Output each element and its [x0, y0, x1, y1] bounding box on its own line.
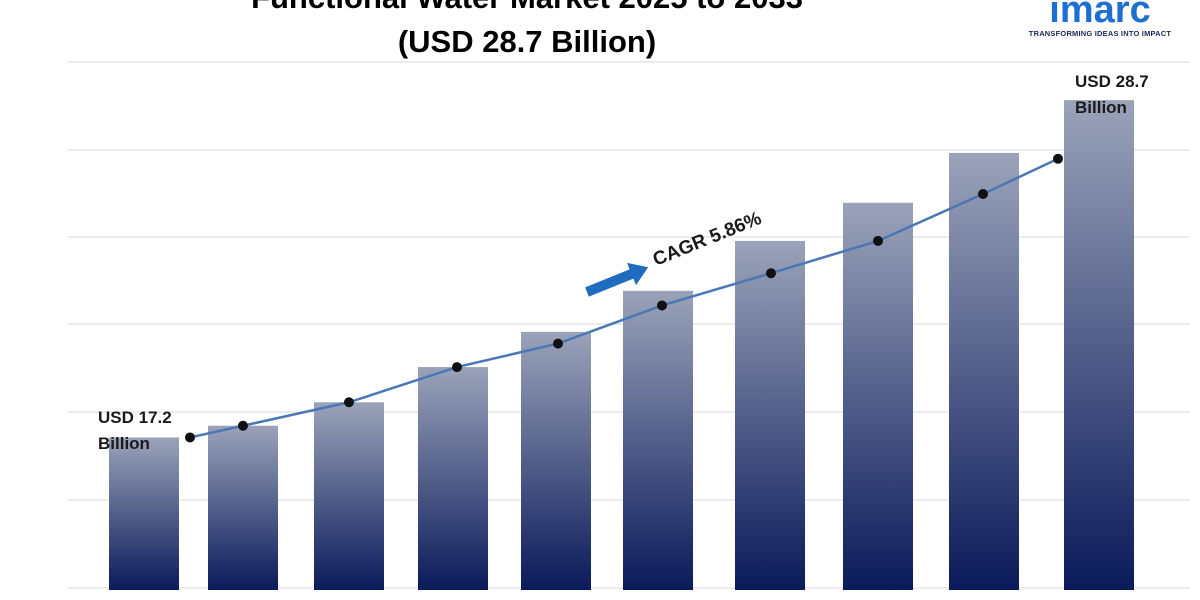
bar-2029: [521, 331, 591, 590]
chart-title-line2: (USD 28.7 Billion): [398, 24, 656, 59]
trend-marker-2033: [978, 189, 988, 199]
trend-marker-2028: [452, 362, 462, 373]
start-value-label-line2: Billion: [98, 434, 150, 453]
bar-2028: [418, 367, 488, 590]
trend-marker-2032: [873, 235, 883, 246]
logo-tagline: TRANSFORMING IDEAS INTO IMPACT: [1029, 29, 1172, 38]
trend-line: [189, 157, 1059, 439]
bars: [109, 100, 1134, 591]
logo-wordmark: imarc: [1049, 0, 1150, 31]
trend-markers: [185, 153, 1063, 443]
chart-title-line1: Functional Water Market 2025 to 2033: [251, 0, 803, 15]
trend-marker-2034: [1053, 153, 1063, 164]
trend-marker-2025: [185, 432, 195, 443]
trend-line-group: [189, 157, 1059, 439]
trend-marker-2030: [657, 300, 667, 311]
imarc-logo: imarc TRANSFORMING IDEAS INTO IMPACT: [1029, 0, 1172, 38]
bar-2025: [109, 437, 179, 590]
end-value-label-line1: USD 28.7: [1075, 72, 1149, 91]
bar-2034: [1064, 100, 1134, 590]
trend-marker-2031: [766, 268, 776, 279]
bar-2027: [314, 402, 384, 590]
trend-marker-2026: [238, 420, 248, 431]
trend-marker-2027: [344, 397, 354, 408]
end-value-label-line2: Billion: [1075, 98, 1127, 117]
bar-2033: [949, 152, 1019, 590]
cagr-arrow-icon: [585, 262, 649, 297]
bar-2032: [843, 202, 913, 591]
bar-2026: [208, 425, 278, 590]
bar-2030: [623, 290, 693, 590]
start-value-label-line1: USD 17.2: [98, 408, 172, 427]
trend-marker-2029: [553, 338, 563, 349]
bar-2031: [735, 240, 805, 590]
